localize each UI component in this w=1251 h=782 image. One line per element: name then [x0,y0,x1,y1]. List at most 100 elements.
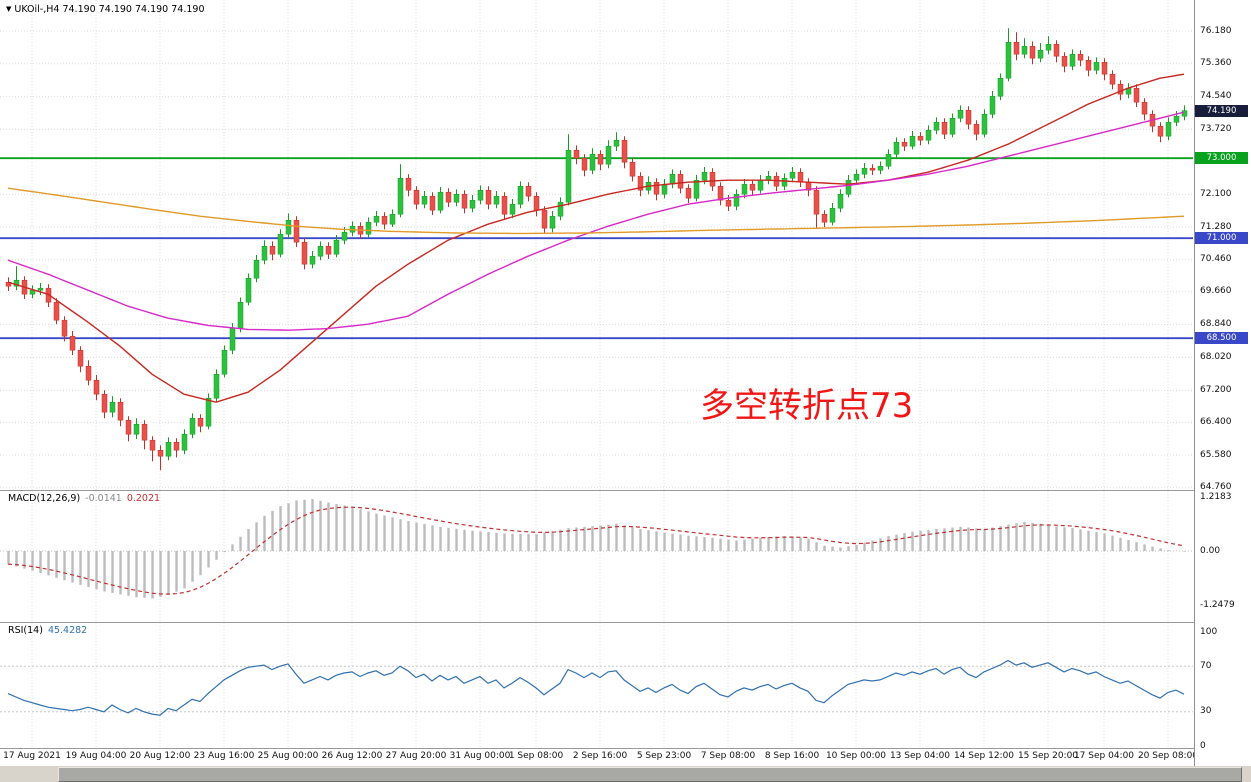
candle [461,193,468,209]
candle [197,417,204,427]
time-axis-label: 10 Sep 00:00 [825,751,887,761]
candle [13,279,20,287]
candle [181,433,188,451]
scrollbar-thumb[interactable] [58,767,1242,782]
candle [93,379,100,395]
rsi-title: RSI(14) 45.4282 [8,625,87,636]
candle [309,255,316,265]
candle [613,139,620,147]
candle [77,349,84,367]
candle [1005,41,1012,79]
level-badge: 73.000 [1195,152,1248,165]
macd-axis-label: 0.00 [1200,545,1221,556]
rsi-axis-label: 30 [1200,706,1212,717]
candle [1109,73,1116,85]
candle [397,177,404,215]
candle [1085,59,1092,71]
candle [405,177,412,191]
candle [261,245,268,261]
candle [141,423,148,441]
candle [213,373,220,399]
candle [101,393,108,413]
rsi-value: 45.4282 [47,625,88,636]
candle [941,121,948,135]
time-axis-label: 2 Sep 16:00 [572,751,628,761]
candle [981,113,988,135]
time-axis-label: 7 Sep 08:00 [700,751,756,761]
price-chart-canvas[interactable] [0,0,1193,490]
level-badge: 68.500 [1195,332,1248,345]
candle [277,233,284,255]
candle [1021,45,1028,55]
macd-canvas[interactable] [0,491,1193,621]
panel-separator[interactable] [0,490,1194,491]
macd-title: MACD(12,26,9) -0.0141 0.2021 [8,493,160,504]
candle [413,189,420,205]
price-axis-label: 68.020 [1200,351,1232,362]
rsi-canvas[interactable] [0,623,1193,747]
candle [477,189,484,201]
macd-signal-value: 0.2021 [126,493,161,504]
candle [685,187,692,199]
time-axis[interactable]: 17 Aug 2021 19 Aug 04:00 20 Aug 12:00 23 Au… [0,749,1198,765]
candle [341,231,348,241]
candle [429,195,436,211]
candle [845,179,852,195]
candle [1141,101,1148,115]
candle [669,173,676,185]
candle [53,301,60,321]
candle [253,259,260,279]
price-axis-label: 76.180 [1200,25,1232,36]
candle [821,213,828,223]
macd-panel[interactable] [0,491,1193,621]
candle [1117,83,1124,95]
candle [173,441,180,451]
candle [237,301,244,329]
time-axis-label: 8 Sep 16:00 [764,751,820,761]
time-axis-label: 14 Sep 12:00 [953,751,1015,761]
candle [781,177,788,187]
candle [629,161,636,177]
candle [1165,121,1172,137]
candle [285,219,292,235]
candle [317,245,324,257]
candle [365,221,372,235]
time-axis-label: 5 Sep 23:00 [636,751,692,761]
candle [1013,41,1020,55]
time-axis-label: 23 Aug 16:00 [193,751,255,761]
candle [85,365,92,381]
candle [149,439,156,451]
candle [581,157,588,171]
candle [1077,53,1084,61]
candle [933,121,940,131]
price-axis-label: 65.580 [1200,449,1232,460]
rsi-panel[interactable] [0,623,1193,747]
candle [909,135,916,147]
time-axis-label: 19 Aug 04:00 [65,751,127,761]
horizontal-scrollbar[interactable] [0,766,1251,782]
candle [69,335,76,351]
candle [677,173,684,189]
candle [965,109,972,125]
price-axis-column[interactable]: 76.180 75.360 74.540 73.720 72.100 71.280 70.4… [1194,0,1251,766]
candle [829,207,836,223]
candle [757,179,764,191]
candle [125,419,132,435]
candle [381,215,388,225]
candle [565,149,572,203]
candle [245,277,252,303]
candle [621,139,628,163]
candle [1181,110,1188,117]
candle [421,195,428,205]
price-axis-label: 72.100 [1200,188,1232,199]
panel-separator[interactable] [0,622,1194,623]
panel-separator [0,748,1194,749]
candle [925,129,932,141]
price-axis-label: 67.200 [1200,384,1232,395]
candle [861,167,868,175]
candle [445,191,452,203]
candle [813,189,820,215]
price-chart-panel[interactable] [0,0,1193,490]
candle [717,185,724,201]
